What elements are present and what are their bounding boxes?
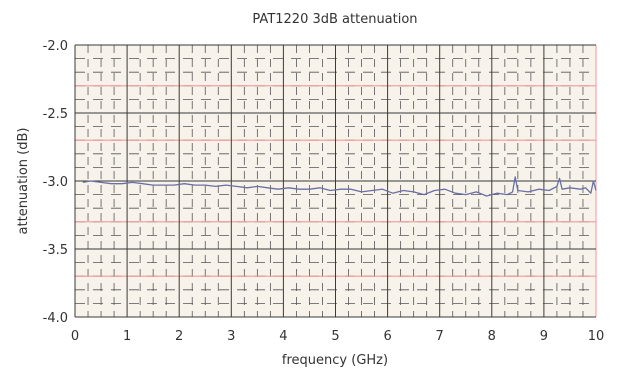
x-tick-label: 4 (279, 329, 287, 344)
x-tick-label: 8 (488, 329, 496, 344)
x-tick-label: 1 (123, 329, 131, 344)
y-tick-label: -4.0 (43, 311, 68, 326)
series-group (82, 176, 597, 197)
x-tick-label: 6 (383, 329, 391, 344)
x-tick-label: 3 (227, 329, 235, 344)
x-tick-label: 9 (540, 329, 548, 344)
x-tick-label: 5 (331, 329, 339, 344)
chart-title: PAT1220 3dB attenuation (252, 12, 417, 27)
y-tick-label: -2.0 (43, 39, 68, 54)
y-tick-label: -3.5 (43, 243, 68, 258)
x-axis-label: frequency (GHz) (282, 353, 388, 368)
y-axis-label: attenuation (dB) (16, 128, 31, 235)
series-line (82, 176, 597, 197)
x-tick-label: 2 (175, 329, 183, 344)
grid (74, 44, 597, 318)
y-tick-label: -2.5 (43, 107, 68, 122)
x-tick-label: 7 (436, 329, 444, 344)
y-tick-label: -3.0 (43, 175, 68, 190)
x-tick-label: 0 (71, 329, 79, 344)
x-tick-label: 10 (588, 329, 605, 344)
y-axis-ticks: -2.0 -2.5 -3.0 -3.5 -4.0 (43, 39, 68, 326)
x-axis-ticks: 0 1 2 3 4 5 6 7 8 9 10 (71, 329, 604, 344)
